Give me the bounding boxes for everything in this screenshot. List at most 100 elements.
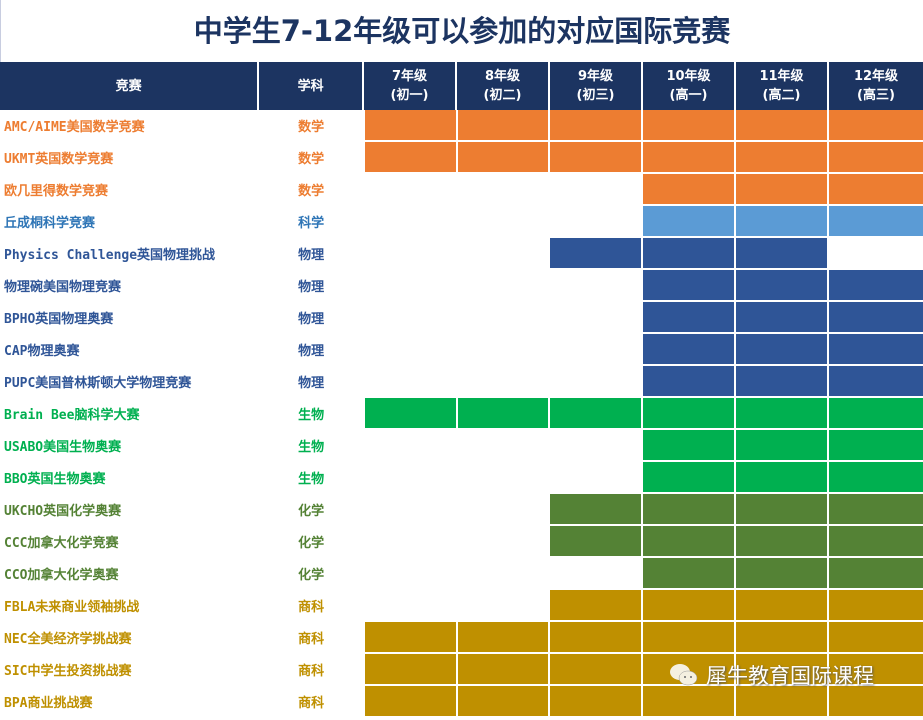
grade-bar-filled (736, 174, 830, 206)
competition-name: CCC加拿大化学竞赛 (0, 526, 260, 558)
grade-bar-filled (736, 270, 830, 302)
grade-bar-empty (550, 366, 644, 398)
grade-bar-filled (736, 494, 830, 526)
grade-bar-filled (643, 206, 737, 238)
header-grade-label: (初一) (390, 88, 429, 103)
grade-bar-empty (364, 174, 458, 206)
table-row: Brain Bee脑科学大赛 生物 (0, 398, 923, 430)
header-grade-7: 7年级 (初一) (364, 62, 457, 110)
grade-bar-filled (550, 238, 644, 270)
grade-bar-empty (457, 590, 551, 622)
subject-label: 物理 (259, 270, 365, 302)
subject-label: 商科 (259, 622, 365, 654)
subject-label: 物理 (259, 334, 365, 366)
header-grade-11: 11年级 (高二) (736, 62, 829, 110)
grade-bar-filled (736, 334, 830, 366)
watermark-text: 犀牛教育国际课程 (706, 664, 874, 688)
grade-bar-filled (736, 238, 830, 270)
grade-bar-filled (736, 462, 830, 494)
grade-bar-filled (736, 622, 830, 654)
competition-name: FBLA未来商业领袖挑战 (0, 590, 260, 622)
grade-bar-filled (829, 142, 923, 174)
grade-bar-filled (550, 142, 644, 174)
competition-name: BBO英国生物奥赛 (0, 462, 260, 494)
table-row: BBO英国生物奥赛 生物 (0, 462, 923, 494)
subject-label: 科学 (259, 206, 365, 238)
grade-bar-filled (364, 142, 458, 174)
grade-bar-filled (829, 206, 923, 238)
grade-bar-empty (457, 238, 551, 270)
header-grade-label: 9年级 (577, 69, 614, 84)
grade-bar-filled (829, 526, 923, 558)
grade-bar-filled (643, 494, 737, 526)
grade-bar-filled (829, 622, 923, 654)
subject-label: 物理 (259, 302, 365, 334)
competition-name: NEC全美经济学挑战赛 (0, 622, 260, 654)
grade-bar-filled (364, 110, 458, 142)
table-row: 欧几里得数学竞赛 数学 (0, 174, 923, 206)
table-row: 物理碗美国物理竞赛 物理 (0, 270, 923, 302)
subject-label: 商科 (259, 590, 365, 622)
grade-bar-empty (457, 270, 551, 302)
grade-bar-filled (457, 622, 551, 654)
header-grade-label: 10年级 (666, 69, 711, 84)
grade-bar-filled (829, 110, 923, 142)
table-row: BPA商业挑战赛 商科 (0, 686, 923, 718)
subject-label: 物理 (259, 366, 365, 398)
watermark: 犀牛教育国际课程 (668, 660, 874, 690)
header-grade-10: 10年级 (高一) (643, 62, 736, 110)
grade-bar-filled (643, 334, 737, 366)
subject-label: 商科 (259, 654, 365, 686)
competition-name: CCO加拿大化学奥赛 (0, 558, 260, 590)
table-row: PUPC美国普林斯顿大学物理竞赛 物理 (0, 366, 923, 398)
competition-name: BPHO英国物理奥赛 (0, 302, 260, 334)
table-row: BPHO英国物理奥赛 物理 (0, 302, 923, 334)
grade-bar-filled (643, 270, 737, 302)
grade-bar-empty (364, 462, 458, 494)
grade-bar-filled (829, 654, 923, 686)
header-grade-label: (初三) (576, 88, 615, 103)
grade-bar-filled (457, 398, 551, 430)
grade-bar-empty (364, 302, 458, 334)
grade-bar-empty (550, 430, 644, 462)
grade-bar-filled (643, 238, 737, 270)
subject-label: 数学 (259, 110, 365, 142)
competition-name: 丘成桐科学竞赛 (0, 206, 260, 238)
grade-bar-empty (457, 366, 551, 398)
table-row: CAP物理奥赛 物理 (0, 334, 923, 366)
grade-bar-filled (364, 686, 458, 718)
grade-bar-filled (643, 430, 737, 462)
grade-bar-filled (829, 686, 923, 718)
header-grade-label: (高一) (669, 88, 708, 103)
grade-bar-filled (736, 526, 830, 558)
grade-bar-filled (457, 686, 551, 718)
grade-bar-filled (736, 206, 830, 238)
table-row: USABO美国生物奥赛 生物 (0, 430, 923, 462)
grade-bar-filled (829, 462, 923, 494)
grade-bar-filled (736, 110, 830, 142)
grade-bar-empty (550, 462, 644, 494)
grade-bar-empty (364, 238, 458, 270)
table-row: AMC/AIME美国数学竞赛 数学 (0, 110, 923, 142)
subject-label: 化学 (259, 526, 365, 558)
subject-label: 生物 (259, 398, 365, 430)
grade-bar-filled (829, 302, 923, 334)
grade-bar-empty (364, 206, 458, 238)
grade-bar-empty (550, 206, 644, 238)
header-row: 竞赛 学科 7年级 (初一) 8年级 (初二) 9年级 (初三) 10年级 (高一) 11年级 (… (0, 62, 923, 110)
grade-bar-filled (829, 334, 923, 366)
grade-bar-filled (643, 462, 737, 494)
header-grade-label: (高三) (857, 88, 895, 103)
header-grade-12: 12年级 (高三) (829, 62, 923, 110)
table-row: Physics Challenge英国物理挑战 物理 (0, 238, 923, 270)
subject-label: 化学 (259, 494, 365, 526)
grade-bar-empty (829, 238, 923, 270)
grade-bar-empty (457, 430, 551, 462)
competition-name: UKCHO英国化学奥赛 (0, 494, 260, 526)
grade-bar-empty (457, 558, 551, 590)
competition-name: 欧几里得数学竞赛 (0, 174, 260, 206)
grade-bar-filled (829, 590, 923, 622)
grade-bar-filled (643, 174, 737, 206)
grade-bar-filled (643, 302, 737, 334)
grade-bar-filled (643, 142, 737, 174)
